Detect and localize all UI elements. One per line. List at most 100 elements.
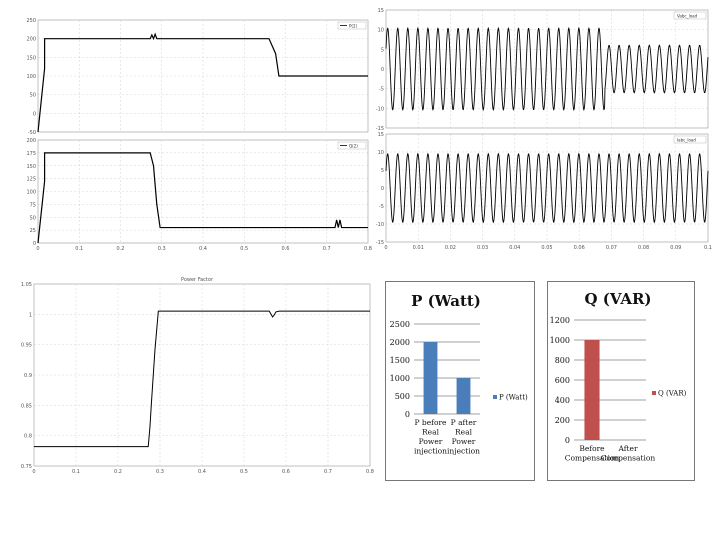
q-plot-ytick-label: 75 <box>30 202 36 208</box>
q-plot-ytick-label: 0 <box>33 241 36 247</box>
pf-plot-xtick-label: 0.6 <box>282 469 290 475</box>
voltage-plot-ytick-label: 5 <box>381 47 384 53</box>
q-plot-xtick-label: 0.6 <box>282 246 290 252</box>
q-plot-ytick-labels: 200 175 150 125 100 75 50 25 0 <box>26 138 36 247</box>
q-plot-xtick-label: 0.4 <box>199 246 207 252</box>
p-watt-category-label: Power <box>419 437 443 446</box>
q-var-svg: Q (VAR) 1200 1000 800 600 400 200 0 BeforeComp… <box>550 290 687 463</box>
q-plot-ytick-label: 125 <box>26 177 36 183</box>
q-plot-legend-label: Q(2) <box>349 144 358 149</box>
voltage-plot-ytick-label: 10 <box>378 28 384 34</box>
q-var-category-label: Compensation <box>601 454 656 463</box>
current-plot-xtick-label: 0.04 <box>509 245 520 251</box>
q-var-bar <box>584 340 600 440</box>
current-plot-ytick-labels: 15 10 5 0 -5 -10 -15 <box>376 132 384 246</box>
current-plot-ytick-label: 0 <box>381 186 384 192</box>
pf-plot-ytick-label: 0.8 <box>24 434 32 440</box>
q-var-title: Q (VAR) <box>584 290 651 308</box>
bar-chart-p-watt: P (Watt) 2500 2000 1500 1000 500 0 P before Re… <box>385 281 535 481</box>
pf-plot-ytick-label: 0.75 <box>21 464 32 470</box>
current-plot-xtick-label: 0.01 <box>413 245 424 251</box>
pf-plot-xtick-label: 0.4 <box>198 469 206 475</box>
q-var-ytick-label: 1000 <box>550 336 570 345</box>
q-var-ytick-label: 1200 <box>550 316 570 325</box>
q-plot-xtick-label: 0.1 <box>75 246 83 252</box>
p-watt-category-label: Power <box>452 437 476 446</box>
q-var-category-label: After <box>617 444 638 453</box>
pf-plot-xtick-label: 0 <box>32 469 35 475</box>
current-plot-ytick-label: -5 <box>379 204 384 210</box>
voltage-plot-waveform <box>385 26 709 112</box>
p-watt-legend-label: P (Watt) <box>499 394 528 402</box>
scope-panel-pq: 250 200 150 100 50 0 -50 P(2) 200 175 150 125 100 7… <box>24 12 372 254</box>
current-plot-xtick-label: 0.02 <box>445 245 456 251</box>
q-var-category-label: Before <box>579 444 605 453</box>
p-watt-title: P (Watt) <box>411 292 481 310</box>
current-plot-xtick-label: 0.09 <box>670 245 681 251</box>
p-watt-ytick-label: 1000 <box>390 374 410 383</box>
pf-plot-xtick-labels: 0 0.1 0.2 0.3 0.4 0.5 0.6 0.7 0.8 <box>32 469 374 475</box>
pf-plot-ytick-label: 1.05 <box>21 282 32 288</box>
pf-plot-ytick-label: 0.95 <box>21 343 32 349</box>
p-plot-ytick-label: 250 <box>26 18 36 24</box>
q-plot-legend <box>337 141 367 150</box>
pf-plot-ytick-labels: 1.05 1 0.95 0.9 0.85 0.8 0.75 <box>21 282 32 470</box>
voltage-plot-ytick-label: 0 <box>381 67 384 73</box>
p-watt-legend-swatch <box>493 395 497 399</box>
p-watt-category-label: injection <box>414 447 447 456</box>
q-plot-ytick-label: 100 <box>26 190 36 196</box>
pf-plot-xtick-label: 0.3 <box>156 469 164 475</box>
current-plot-legend-label: Iabc_load <box>677 138 696 143</box>
p-watt-ytick-label: 500 <box>395 392 410 401</box>
q-var-bars <box>584 340 600 440</box>
q-var-ytick-label: 800 <box>555 356 570 365</box>
p-watt-category-label: Real <box>455 428 473 437</box>
current-plot-ytick-label: -10 <box>376 222 384 228</box>
q-var-ytick-labels: 1200 1000 800 600 400 200 0 <box>550 316 570 445</box>
p-plot-ytick-label: -50 <box>28 130 36 136</box>
q-var-legend-swatch <box>652 391 656 395</box>
p-plot-ytick-label: 150 <box>26 55 36 61</box>
p-plot-legend <box>337 21 367 30</box>
bar-chart-q-var: Q (VAR) 1200 1000 800 600 400 200 0 Before Comp… <box>547 281 695 481</box>
pf-plot-xtick-label: 0.2 <box>114 469 122 475</box>
q-plot-xtick-label: 0 <box>36 246 39 252</box>
p-plot-legend-label: P(2) <box>349 24 358 29</box>
voltage-plot-ytick-labels: 15 10 5 0 -5 -10 -15 <box>376 8 384 132</box>
p-plot-ytick-labels: 250 200 150 100 50 0 -50 <box>26 18 36 136</box>
p-watt-category-label: P before <box>415 418 448 427</box>
current-plot-waveform <box>385 152 709 224</box>
p-watt-bars <box>423 342 471 414</box>
current-plot-xtick-label: 0 <box>384 245 387 251</box>
q-plot-ytick-label: 175 <box>26 151 36 157</box>
q-plot-xtick-label: 0.5 <box>240 246 248 252</box>
q-plot-grid <box>38 140 368 243</box>
current-plot-xtick-label: 0.1 <box>704 245 712 251</box>
q-plot-ytick-label: 150 <box>26 164 36 170</box>
p-plot-series-line <box>37 32 368 133</box>
q-plot-xtick-label: 0.7 <box>323 246 331 252</box>
p-plot-ytick-label: 100 <box>26 74 36 80</box>
p-watt-ytick-label: 2500 <box>390 320 410 329</box>
scope-pf-svg: Power Factor 1.05 1 0.95 0.9 0.85 0.8 0.75 0 0.… <box>21 277 374 475</box>
current-plot-ytick-label: 5 <box>381 168 384 174</box>
current-plot-ytick-label: 10 <box>378 150 384 156</box>
p-watt-ytick-label: 2000 <box>390 338 410 347</box>
pf-plot-xtick-label: 0.7 <box>324 469 332 475</box>
voltage-plot-ytick-label: -5 <box>379 87 384 93</box>
p-watt-bar <box>456 378 471 414</box>
q-var-ytick-label: 0 <box>565 436 570 445</box>
current-plot-ytick-label: -15 <box>376 240 384 246</box>
q-plot-xtick-label: 0.3 <box>158 246 166 252</box>
voltage-plot-legend <box>673 11 707 20</box>
q-var-ytick-label: 400 <box>555 396 570 405</box>
current-plot-xtick-label: 0.05 <box>541 245 552 251</box>
p-watt-ytick-labels: 2500 2000 1500 1000 500 0 <box>390 320 410 419</box>
current-plot-xtick-label: 0.07 <box>606 245 617 251</box>
pf-plot-ytick-label: 0.85 <box>21 403 32 409</box>
q-var-category-label: Compensation <box>565 454 620 463</box>
